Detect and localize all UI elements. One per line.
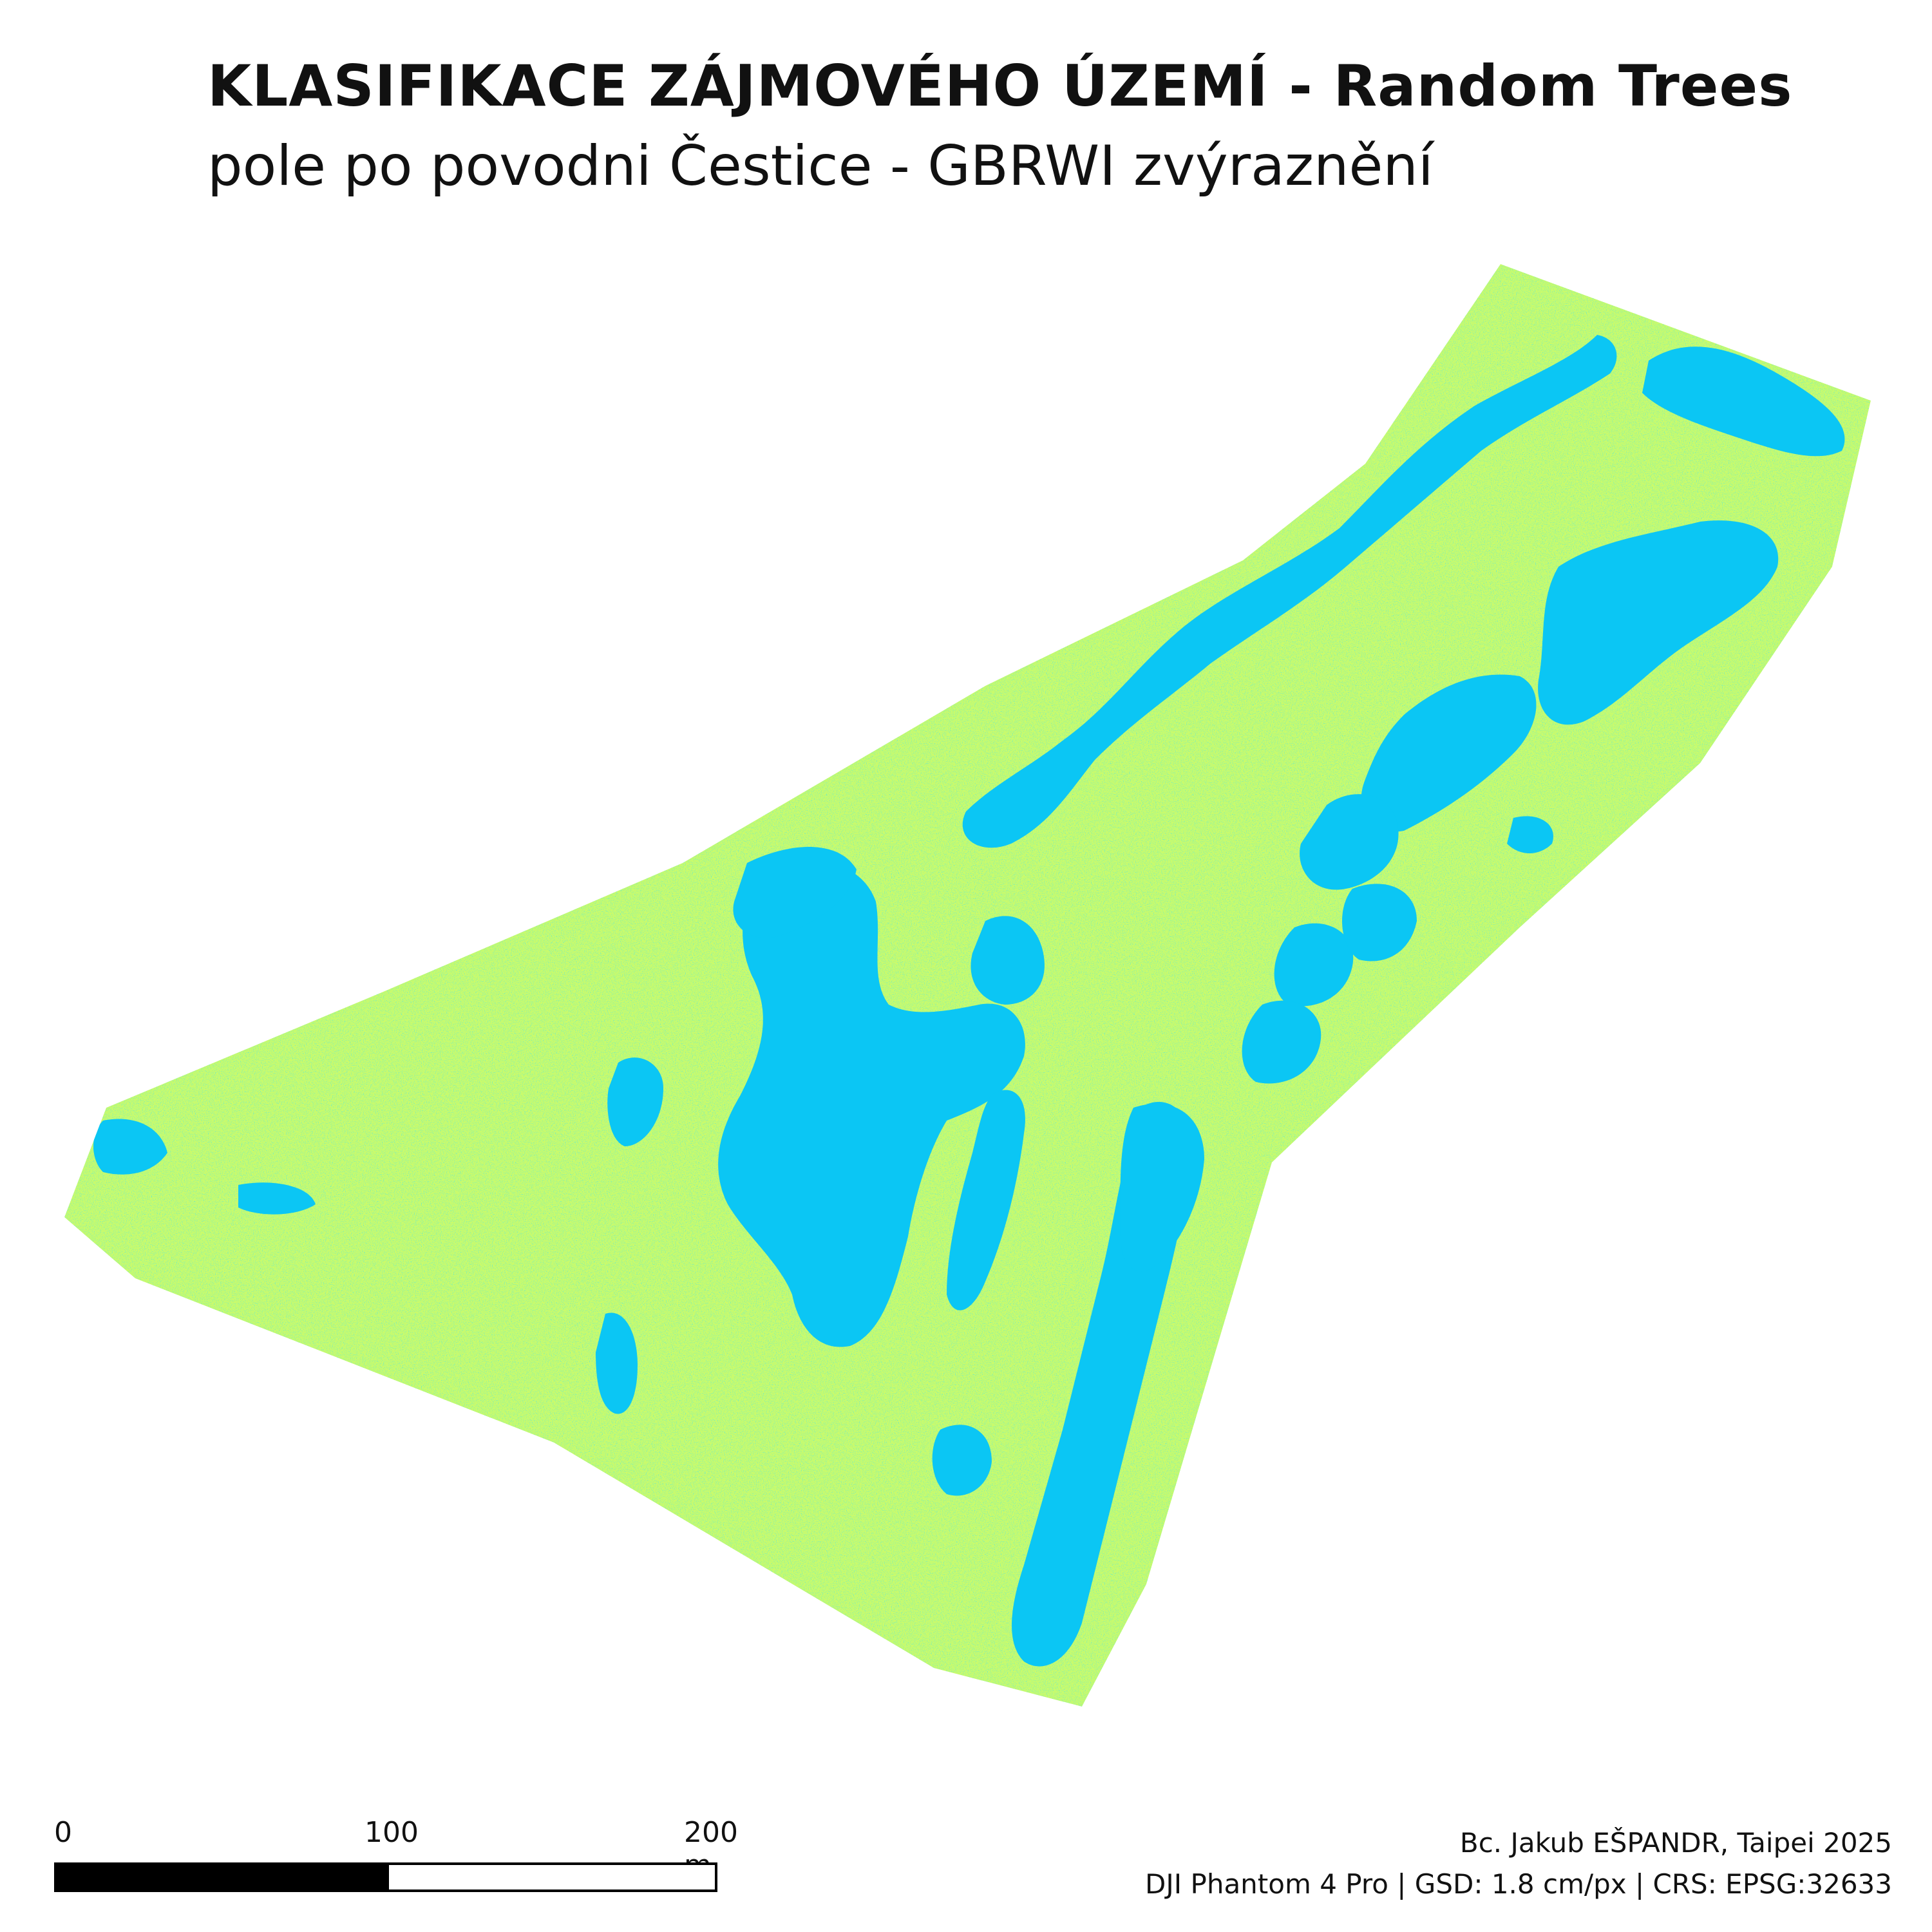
water-patch-southeast-1 [1274,923,1354,1007]
water-patch-west-1 [607,1057,663,1146]
water-patch-top-right [1642,346,1845,457]
water-patch-center-right [971,916,1045,1005]
water-patch-far-east [1507,816,1553,853]
credits-details: DJI Phantom 4 Pro | GSD: 1.8 cm/px | CRS… [1145,1868,1892,1900]
scale-segment-black [54,1862,389,1892]
water-lagoon-center [718,858,1025,1347]
scale-segment-white [386,1862,717,1892]
water-strip-center [947,1090,1025,1311]
water-patches [93,335,1845,1667]
water-patch-far-west [93,1119,167,1175]
water-patch-south-pond [932,1425,992,1496]
map-title: KLASIFIKACE ZÁJMOVÉHO ÚZEMÍ - Random Tre… [207,53,1793,119]
water-patch-east-blob [1341,884,1417,961]
water-patch-east-1 [1538,520,1779,725]
credits-author: Bc. Jakub EŠPANDR, Taipei 2025 [1459,1827,1892,1859]
water-patch-central-west [733,847,857,938]
water-channel-north [962,335,1617,848]
water-patch-west-2 [596,1312,638,1414]
water-patch-southeast-2 [1242,1000,1321,1084]
map-credits: Bc. Jakub EŠPANDR, Taipei 2025 DJI Phant… [1145,1823,1892,1905]
scale-label-0: 0 [54,1816,72,1849]
water-patch-east-3 [1300,794,1399,890]
water-patch-southwest [238,1182,316,1215]
map-subtitle: pole po povodni Čestice - GBRWI zvýrazně… [207,134,1434,198]
scale-label-100: 100 [365,1816,419,1849]
scale-bar: 0 100 200 m [54,1816,738,1893]
water-patch-south-lake [1120,1103,1204,1272]
water-patch-east-2 [1361,674,1537,832]
